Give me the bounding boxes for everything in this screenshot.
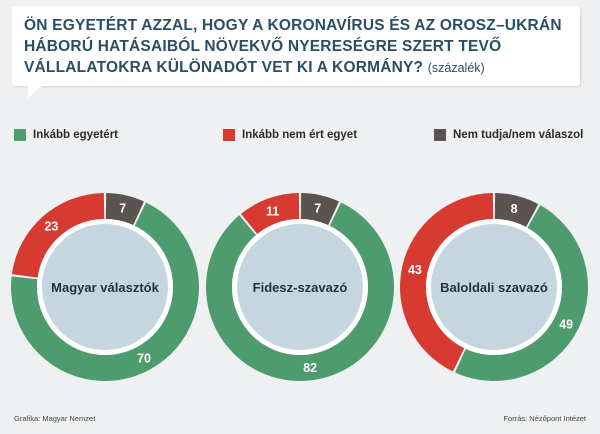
donut-2-label-unsure: 7 (314, 201, 321, 215)
donut-1-label-disagree: 23 (44, 220, 58, 234)
legend-item-disagree: Inkább nem ért egyet (223, 128, 357, 142)
donut-3-slice-unsure (494, 193, 539, 228)
donut-3-center (431, 224, 557, 350)
donut-1: Magyar választók 7 70 23 (11, 193, 199, 381)
donut-3-title: Baloldali szavazó (440, 280, 548, 295)
donut-1-label-agree: 70 (137, 351, 151, 365)
donut-2-title: Fidesz-szavazó (253, 280, 348, 295)
title-text: ÖN EGYETÉRT AZZAL, HOGY A KORONAVÍRUS ÉS… (24, 17, 562, 76)
chart-title: ÖN EGYETÉRT AZZAL, HOGY A KORONAVÍRUS ÉS… (24, 15, 572, 79)
title-unit: (százalék) (427, 61, 485, 75)
donut-3: Baloldali szavazó 8 49 43 (399, 193, 588, 381)
donut-2-slice-disagree (240, 193, 300, 235)
donut-2-slice-agree (206, 202, 394, 382)
donut-3-label-disagree: 43 (408, 263, 422, 277)
donut-1-slice-disagree (11, 193, 105, 278)
donut-3-label-unsure: 8 (511, 202, 518, 216)
donut-2-label-agree: 82 (303, 361, 317, 375)
title-box: ÖN EGYETÉRT AZZAL, HOGY A KORONAVÍRUS ÉS… (12, 6, 580, 98)
donut-2-slice-unsure (300, 193, 339, 226)
donut-2: Fidesz-szavazó 7 82 11 (206, 193, 394, 382)
donut-2-label-disagree: 11 (266, 204, 279, 218)
footer-source: Forrás: Nézőpont Intézet (503, 414, 586, 423)
footer-credit: Grafika: Magyar Nemzet (14, 414, 96, 423)
donut-2-center (237, 224, 363, 350)
donut-1-title: Magyar választók (51, 280, 159, 295)
legend-label-agree: Inkább egyetért (33, 129, 118, 141)
donut-1-slice-unsure (105, 193, 144, 226)
legend-swatch-unsure (434, 129, 446, 141)
donut-3-slice-agree (455, 205, 588, 381)
legend-label-disagree: Inkább nem ért egyet (242, 129, 358, 141)
donut-1-center (42, 224, 168, 350)
legend-swatch-disagree (223, 129, 235, 141)
donut-1-slice-agree (11, 202, 199, 381)
legend-item-agree: Inkább egyetért (14, 128, 118, 142)
donut-1-label-unsure: 7 (119, 201, 126, 215)
legend-label-unsure: Nem tudja/nem válaszol (453, 129, 584, 141)
donut-3-slice-disagree (399, 193, 494, 372)
legend-item-unsure: Nem tudja/nem válaszol (434, 128, 583, 142)
legend-swatch-agree (14, 129, 26, 141)
donut-3-label-agree: 49 (559, 317, 573, 331)
